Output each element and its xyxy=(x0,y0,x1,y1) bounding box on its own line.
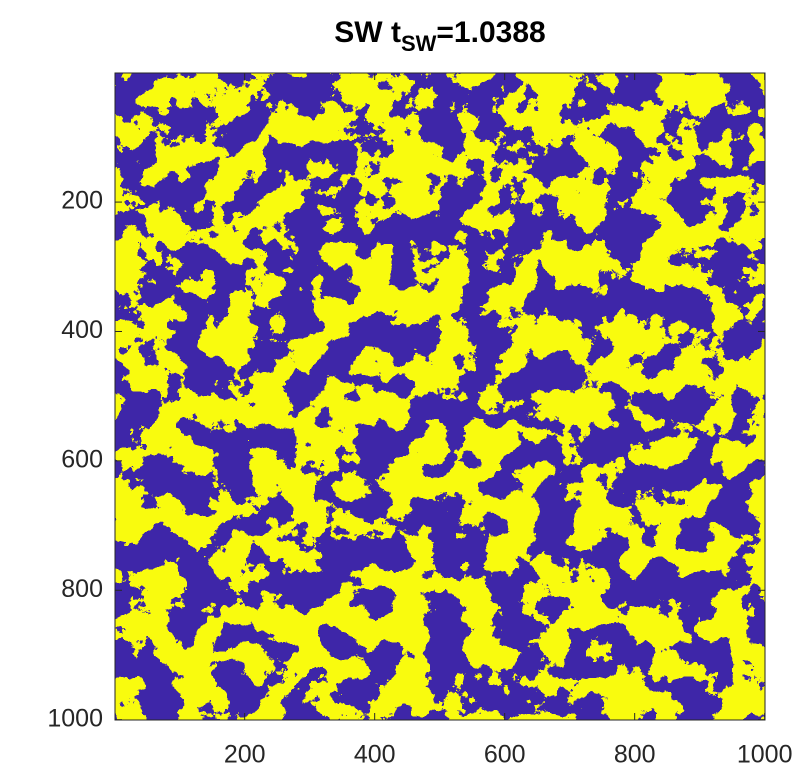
chart-title: SW tSW=1.0388 xyxy=(334,16,545,56)
x-tick-label: 600 xyxy=(484,741,526,769)
plot-area: 200 400 600 800 1000 200 400 600 800 1000 xyxy=(47,72,793,769)
y-tick-label: 400 xyxy=(61,316,103,344)
title-subscript: SW xyxy=(401,31,437,56)
x-tick-label: 1000 xyxy=(737,741,793,769)
title-suffix: =1.0388 xyxy=(436,16,545,49)
y-tick-label: 800 xyxy=(61,575,103,603)
y-tick-label: 600 xyxy=(61,445,103,473)
x-tick-label: 200 xyxy=(224,741,266,769)
y-tick-label: 1000 xyxy=(47,704,103,732)
x-tick-label: 800 xyxy=(614,741,656,769)
x-tick-label: 400 xyxy=(354,741,396,769)
image-field xyxy=(115,73,765,720)
y-tick-label: 200 xyxy=(61,187,103,215)
title-text: SW t xyxy=(334,16,401,49)
axes-box xyxy=(114,72,766,721)
